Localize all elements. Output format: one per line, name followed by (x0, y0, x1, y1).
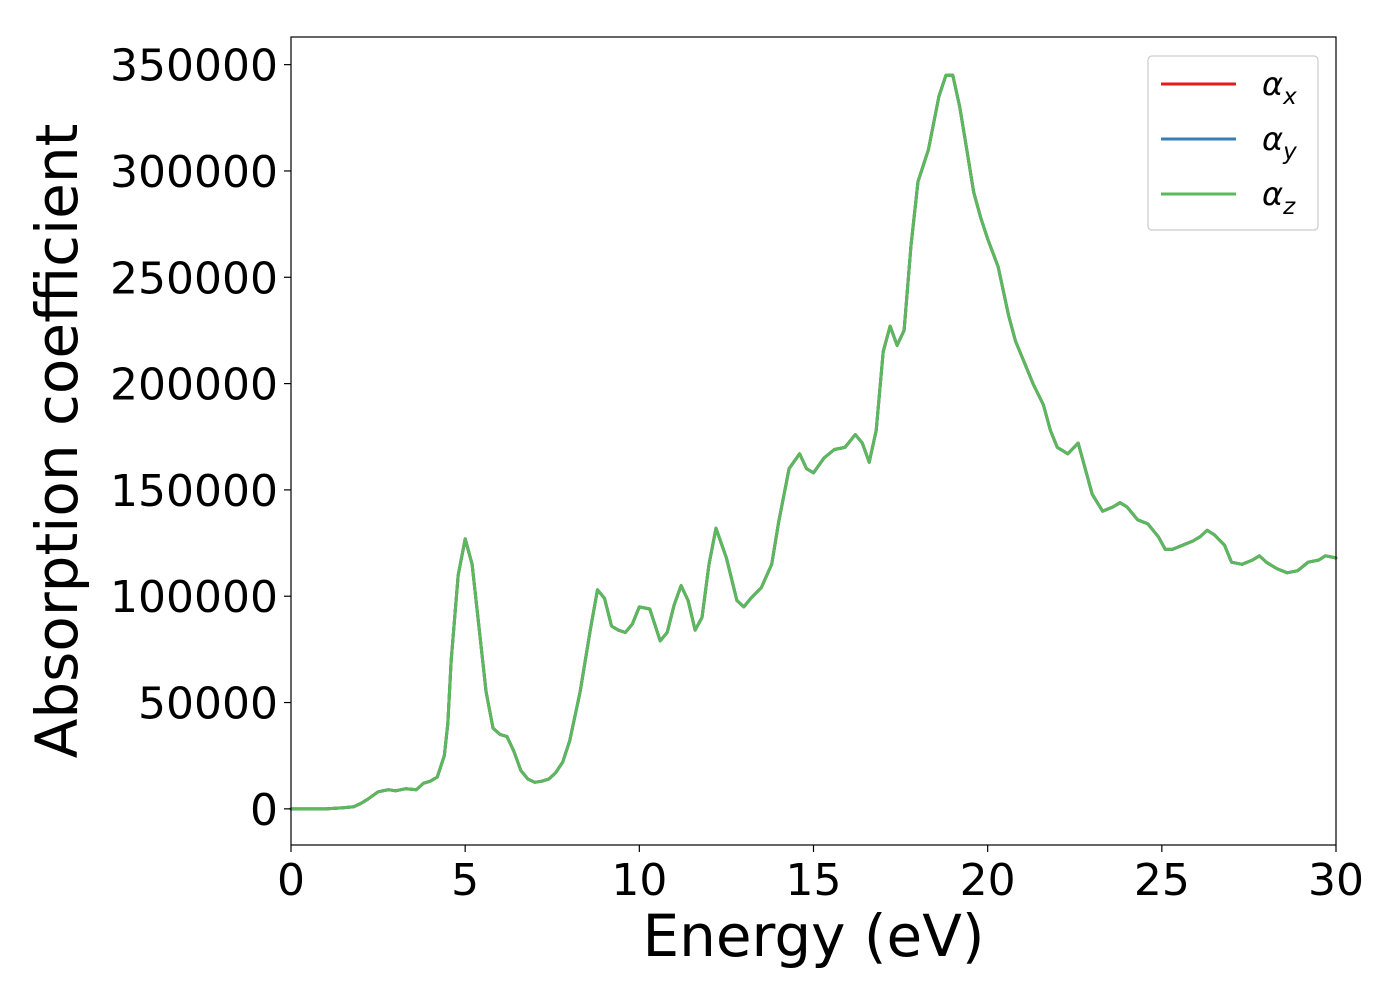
y-tick-label: 250000 (110, 253, 278, 304)
legend-frame (1147, 55, 1319, 231)
legend-label-x: αx (1262, 65, 1297, 110)
y-tick-label: 300000 (110, 147, 278, 198)
series-layer (289, 73, 1338, 811)
legend: αx αy αz (1147, 55, 1319, 231)
y-tick-label: 350000 (110, 41, 278, 92)
y-tick-label: 100000 (110, 572, 278, 623)
x-tick-label: 15 (786, 855, 842, 906)
y-axis-label: Absorption coefficient (23, 124, 91, 759)
legend-label-z: αz (1262, 175, 1296, 220)
y-tick-label: 0 (250, 785, 278, 836)
x-tick-label: 5 (451, 855, 479, 906)
x-axis-ticks: 0 5 10 15 20 25 30 (277, 845, 1364, 906)
x-tick-label: 10 (611, 855, 667, 906)
legend-label-y: αy (1262, 120, 1297, 165)
y-tick-label: 50000 (138, 679, 278, 730)
x-tick-label: 0 (277, 855, 305, 906)
x-tick-label: 20 (960, 855, 1016, 906)
y-axis-ticks: 0 50000 100000 150000 200000 250000 300000 3500… (110, 41, 291, 836)
y-tick-label: 150000 (110, 466, 278, 517)
x-tick-label: 25 (1134, 855, 1190, 906)
series-line-z (289, 73, 1338, 811)
x-axis-label: Energy (eV) (642, 902, 984, 970)
y-tick-label: 200000 (110, 360, 278, 411)
x-tick-label: 30 (1308, 855, 1364, 906)
